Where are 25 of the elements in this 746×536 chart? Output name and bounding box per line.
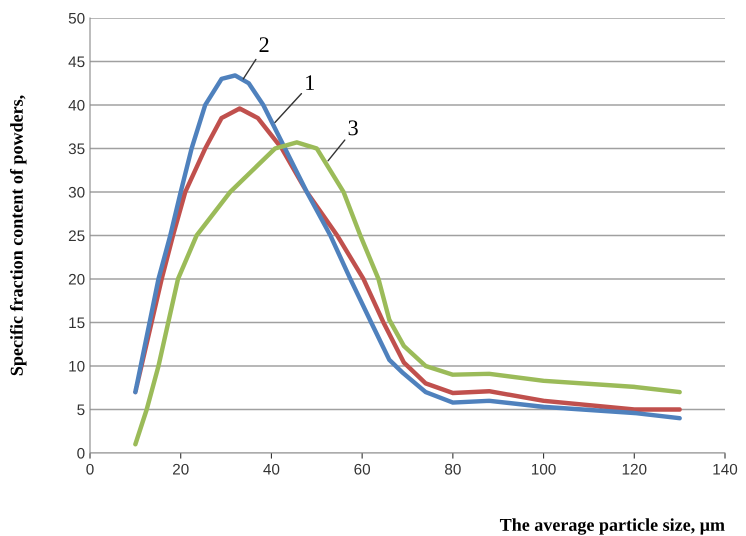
x-tick-label: 60 xyxy=(354,464,370,475)
y-tick-label: 15 xyxy=(69,318,84,328)
x-tick-label: 80 xyxy=(445,464,461,475)
y-tick-label: 20 xyxy=(68,274,85,285)
y-tick-label: 35 xyxy=(68,143,84,154)
y-tick-label: 5 xyxy=(77,404,84,416)
x-tick-label: 0 xyxy=(86,464,94,475)
x-tick-label: 100 xyxy=(532,464,556,475)
x-tick-label: 120 xyxy=(622,464,646,475)
y-tick-label: 25 xyxy=(68,230,84,242)
x-tick-label: 40 xyxy=(263,464,280,475)
y-tick-label: 0 xyxy=(77,448,85,459)
annotation: 2 xyxy=(260,37,268,52)
annotation: 3 xyxy=(348,120,358,136)
x-tick-label: 20 xyxy=(172,464,189,475)
y-tick-label: 30 xyxy=(68,186,85,198)
y-tick-label: 10 xyxy=(69,360,85,372)
y-axis-title: Specific fraction content of powders, xyxy=(10,96,26,376)
x-axis-title: The average particle size, μm xyxy=(500,518,725,535)
y-tick-label: 50 xyxy=(68,12,85,24)
line-series xyxy=(133,140,682,447)
y-tick-label: 45 xyxy=(68,56,84,68)
y-tick-label: 40 xyxy=(68,100,85,111)
x-tick-label: 140 xyxy=(713,464,738,475)
annotation: 1 xyxy=(306,75,314,90)
